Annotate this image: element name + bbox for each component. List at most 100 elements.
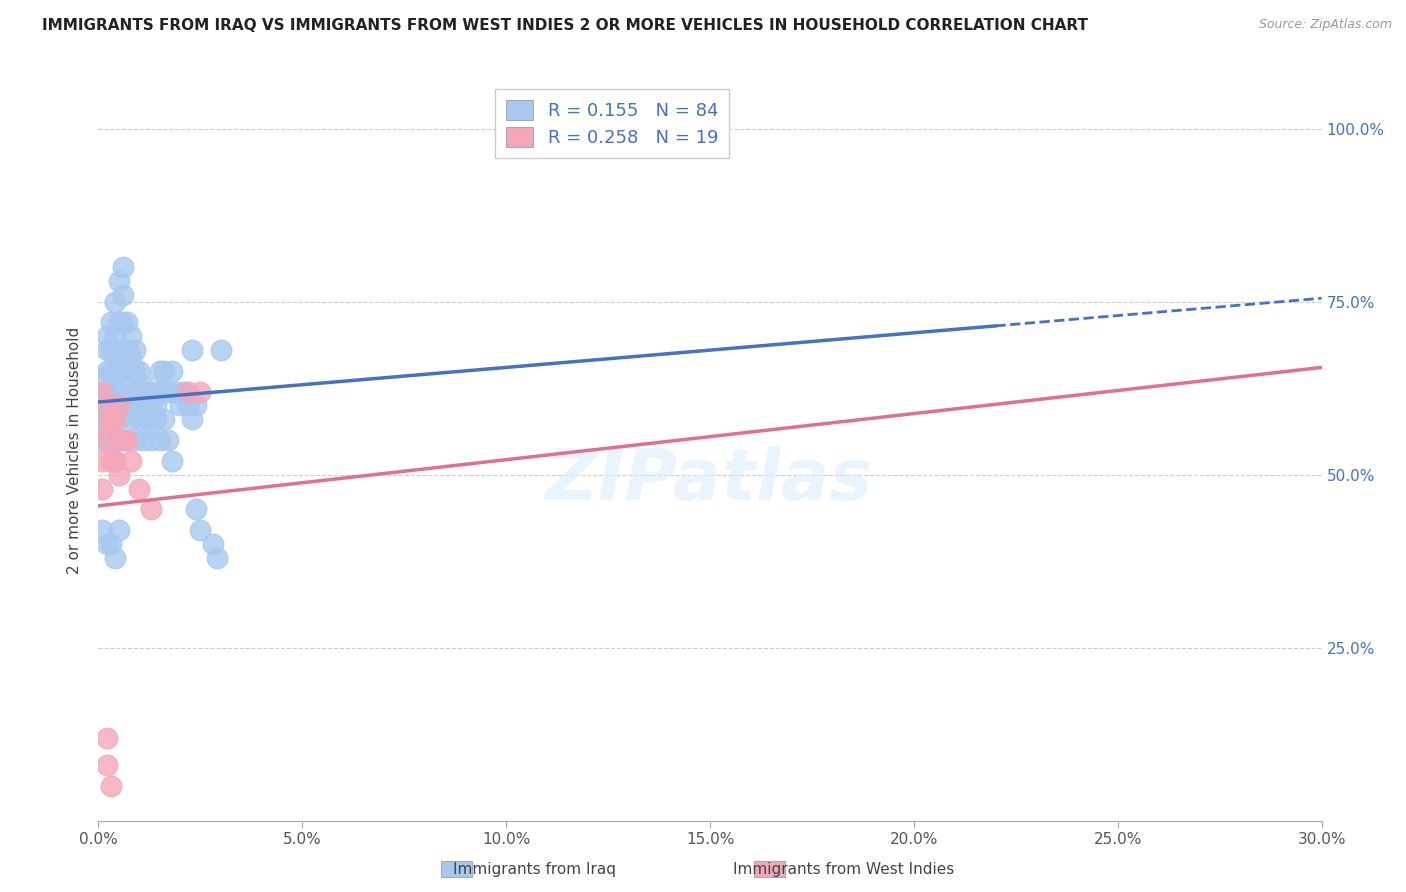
Point xyxy=(96,412,118,426)
Point xyxy=(124,433,146,447)
Point xyxy=(104,412,127,426)
Point xyxy=(120,329,142,343)
Point xyxy=(100,779,122,793)
Point xyxy=(136,412,159,426)
Point xyxy=(91,523,114,537)
Point xyxy=(108,364,131,378)
Point xyxy=(108,433,131,447)
Point xyxy=(145,384,167,399)
Point xyxy=(173,384,195,399)
Text: Source: ZipAtlas.com: Source: ZipAtlas.com xyxy=(1258,18,1392,31)
Point xyxy=(91,384,114,399)
Point xyxy=(104,454,127,468)
Point xyxy=(128,364,150,378)
Point xyxy=(91,482,114,496)
Y-axis label: 2 or more Vehicles in Household: 2 or more Vehicles in Household xyxy=(67,326,83,574)
Point xyxy=(111,343,134,358)
Point xyxy=(181,412,204,426)
Point xyxy=(100,537,122,551)
Point xyxy=(100,315,122,329)
Point xyxy=(186,502,208,516)
Text: Immigrants from West Indies: Immigrants from West Indies xyxy=(733,863,955,877)
Point xyxy=(91,412,114,426)
Point xyxy=(108,315,131,329)
Point xyxy=(141,502,163,516)
Point xyxy=(108,343,131,358)
Point xyxy=(152,364,174,378)
Point xyxy=(104,294,127,309)
Point xyxy=(100,454,122,468)
FancyBboxPatch shape xyxy=(441,861,472,877)
Point xyxy=(96,433,118,447)
Point xyxy=(104,364,127,378)
Point xyxy=(91,433,114,447)
Point xyxy=(120,399,142,413)
Point xyxy=(177,384,200,399)
Point xyxy=(96,537,118,551)
Point xyxy=(115,433,138,447)
Point xyxy=(145,412,167,426)
Point xyxy=(91,454,114,468)
Point xyxy=(91,371,114,385)
Point xyxy=(96,399,118,413)
Point xyxy=(96,343,118,358)
Text: IMMIGRANTS FROM IRAQ VS IMMIGRANTS FROM WEST INDIES 2 OR MORE VEHICLES IN HOUSEH: IMMIGRANTS FROM IRAQ VS IMMIGRANTS FROM … xyxy=(42,18,1088,33)
Point xyxy=(100,412,122,426)
Point xyxy=(205,550,228,565)
Point xyxy=(128,399,150,413)
Point xyxy=(111,315,134,329)
Point xyxy=(149,433,172,447)
Point xyxy=(136,399,159,413)
Point xyxy=(141,399,163,413)
Point xyxy=(100,343,122,358)
Point xyxy=(100,364,122,378)
Point xyxy=(136,384,159,399)
Point xyxy=(104,329,127,343)
Point xyxy=(111,287,134,301)
Point xyxy=(165,384,187,399)
Point xyxy=(120,377,142,392)
Point xyxy=(115,315,138,329)
Point xyxy=(108,467,131,482)
Point xyxy=(156,433,179,447)
Point xyxy=(108,523,131,537)
Text: Immigrants from Iraq: Immigrants from Iraq xyxy=(453,863,616,877)
Point xyxy=(160,454,183,468)
Point xyxy=(186,399,208,413)
Point xyxy=(156,384,179,399)
Point xyxy=(145,399,167,413)
Point xyxy=(152,412,174,426)
Point xyxy=(96,329,118,343)
Point xyxy=(149,364,172,378)
Point xyxy=(100,433,122,447)
Point xyxy=(177,399,200,413)
Point xyxy=(111,364,134,378)
Point xyxy=(209,343,232,358)
Point xyxy=(96,731,118,745)
Point xyxy=(104,454,127,468)
Point xyxy=(115,399,138,413)
Point xyxy=(152,384,174,399)
Point xyxy=(91,399,114,413)
Point xyxy=(96,364,118,378)
Point xyxy=(141,412,163,426)
Point xyxy=(149,384,172,399)
Point xyxy=(188,384,212,399)
Point xyxy=(120,350,142,364)
Point xyxy=(96,384,118,399)
Point xyxy=(115,364,138,378)
Point xyxy=(100,399,122,413)
Point xyxy=(124,343,146,358)
Point xyxy=(132,377,155,392)
Point xyxy=(91,384,114,399)
Point xyxy=(120,454,142,468)
Point xyxy=(181,343,204,358)
Point xyxy=(141,433,163,447)
FancyBboxPatch shape xyxy=(754,861,785,877)
Point xyxy=(128,482,150,496)
Point xyxy=(124,364,146,378)
Point xyxy=(188,523,212,537)
Point xyxy=(128,412,150,426)
Point xyxy=(115,343,138,358)
Point xyxy=(96,758,118,772)
